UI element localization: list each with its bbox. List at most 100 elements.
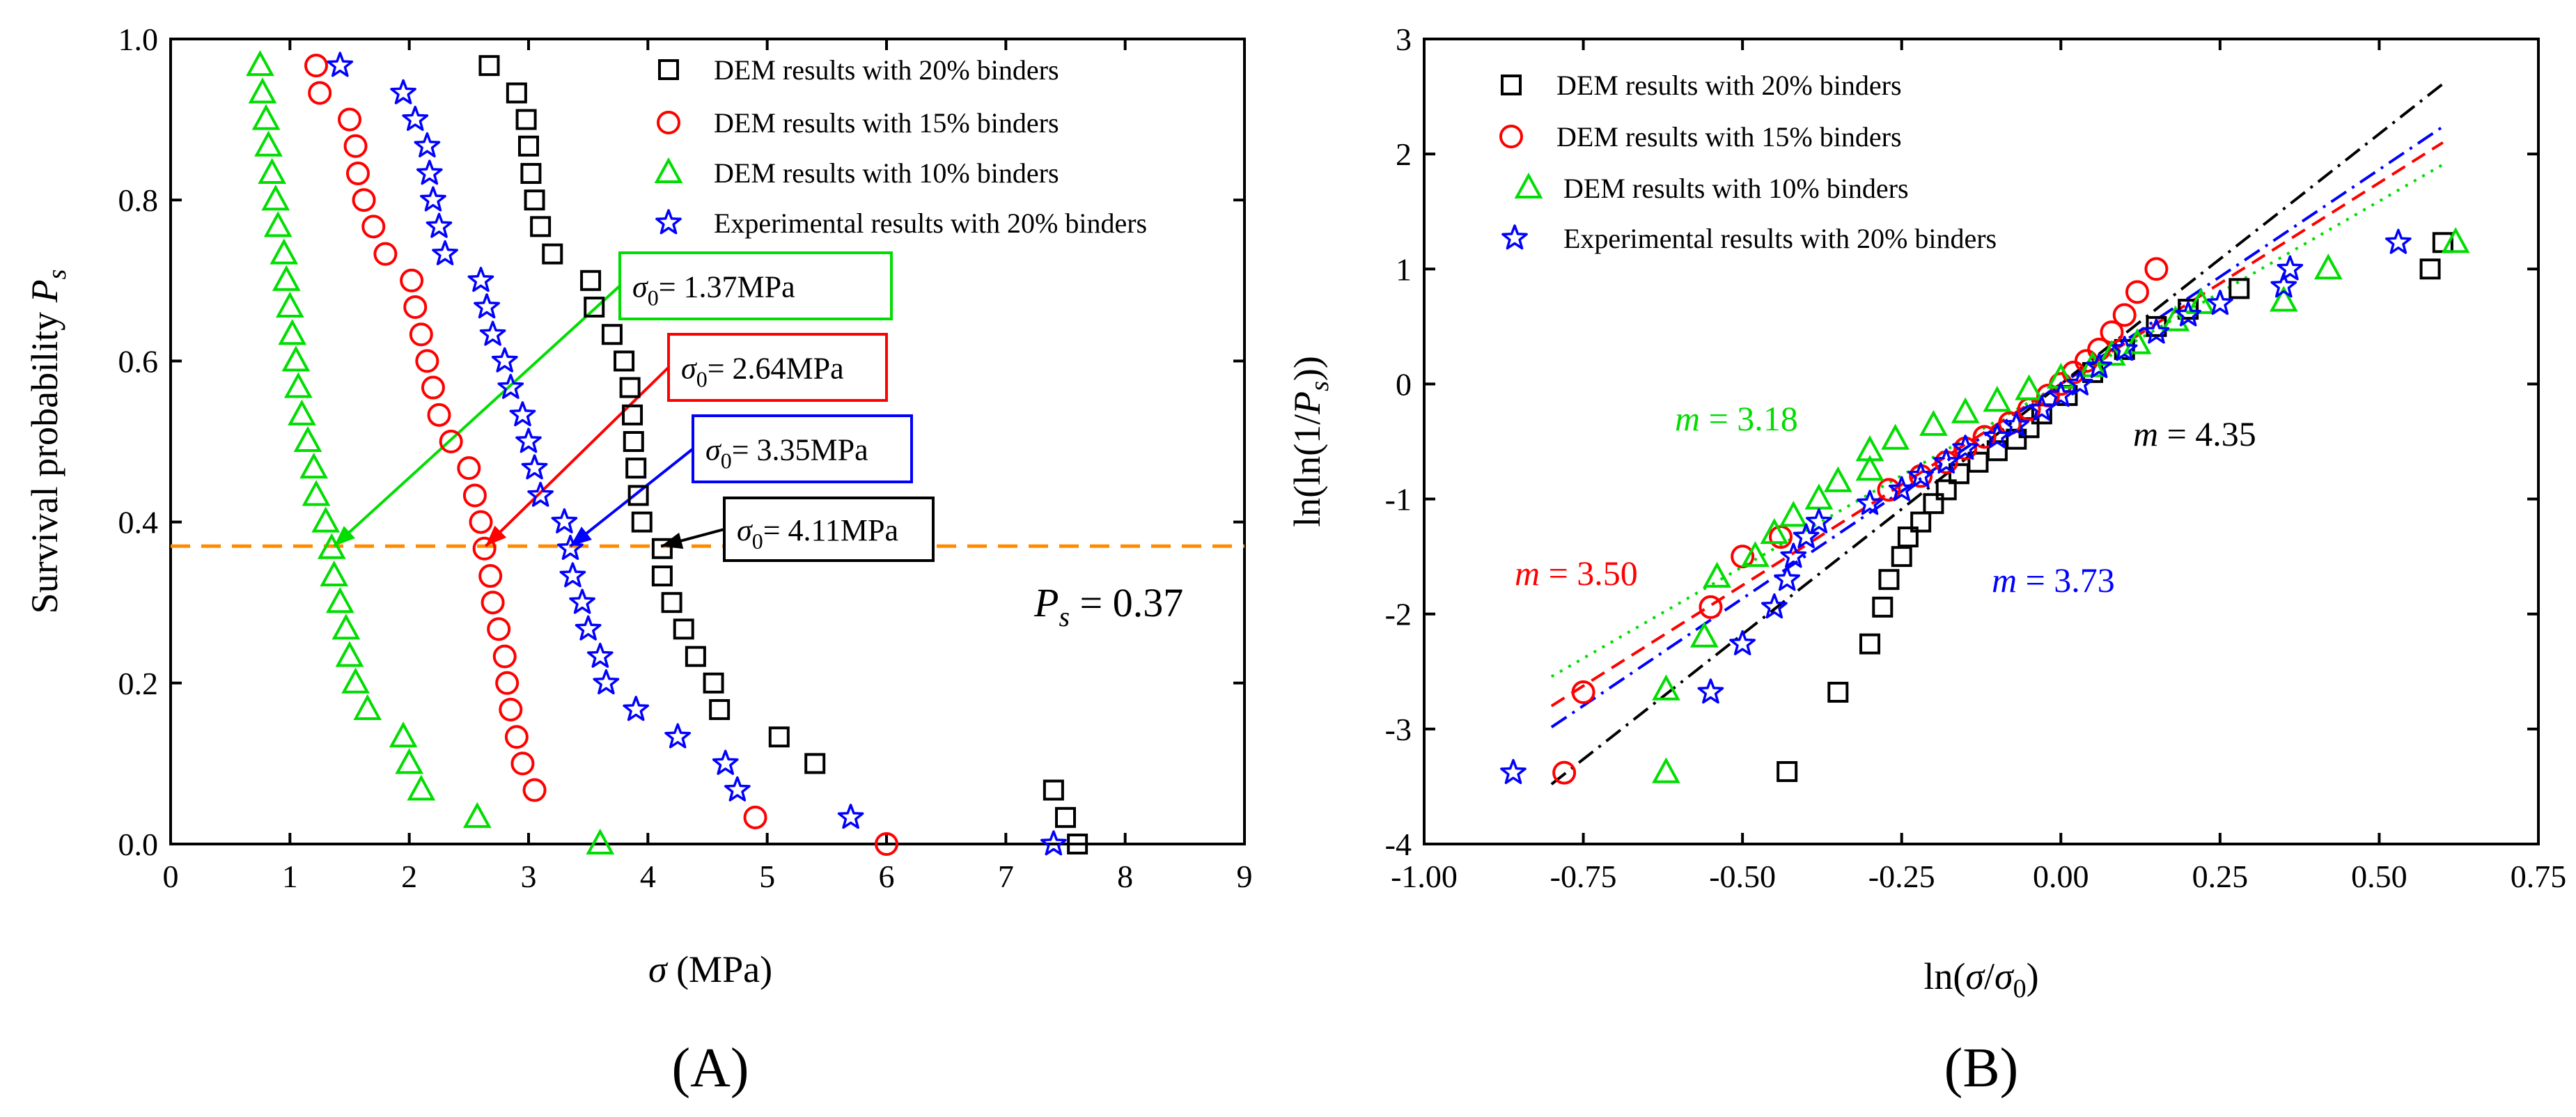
legend-b-dem15-label: DEM results with 15% binders [1556, 121, 1902, 153]
data-point-circle [308, 81, 332, 105]
data-point-star [1697, 678, 1724, 704]
data-point-star [432, 240, 458, 265]
x-tick-label: 0.75 [2511, 859, 2567, 894]
y-tick-label: 1 [1396, 251, 1412, 287]
data-point-square [651, 565, 673, 587]
data-point-circle [457, 456, 481, 481]
data-point-circle [400, 268, 424, 292]
data-point-star [724, 776, 751, 802]
panel-b-x-axis-title: ln(σ/σ0) [1923, 955, 2038, 1003]
data-point-circle [338, 107, 361, 132]
data-point-star [2270, 272, 2297, 298]
data-point-star [1907, 462, 1935, 487]
data-point-square [1777, 760, 1798, 782]
data-point-star [2206, 290, 2233, 315]
data-point-triangle [1779, 501, 1808, 527]
data-point-circle [304, 54, 329, 78]
data-point-triangle [1689, 621, 1719, 648]
data-point-square [614, 350, 635, 372]
legend-a-dem15-label: DEM results with 15% binders [714, 107, 1059, 139]
data-point-triangle [335, 641, 364, 667]
data-point-triangle [325, 587, 354, 614]
legend-b-exp20-label: Experimental results with 20% binders [1563, 223, 1997, 254]
panel-a-plot-frame [169, 38, 1246, 845]
data-point-triangle [1855, 435, 1884, 462]
legend-b-dem20-label: DEM results with 20% binders [1556, 70, 1902, 101]
y-tick-label: -2 [1385, 597, 1412, 632]
data-point-star [551, 508, 578, 533]
y-tick-label: 2 [1396, 136, 1412, 172]
data-point-star [491, 347, 518, 373]
panel-a-annotations: σ0= 1.37MPa σ0= 2.64MPa σ0= 3.35MPa σ0= 4.1… [618, 251, 935, 562]
data-point-star [416, 159, 443, 185]
data-point-star [1040, 830, 1067, 856]
panel-b-series [1500, 227, 2470, 785]
data-point-triangle [1703, 561, 1731, 588]
annotation-box [618, 251, 893, 320]
data-point-triangle [341, 667, 370, 694]
series-circle [1552, 257, 2169, 785]
data-point-star [402, 105, 429, 131]
panel-a-x-axis-title: σ (MPa) [648, 948, 772, 990]
y-tick-label: 0.0 [118, 827, 159, 862]
data-point-circle [427, 403, 451, 427]
data-point-triangle [278, 319, 307, 345]
panel-a-annotation-arrows [333, 285, 725, 549]
x-tick-label: 0 [163, 859, 179, 894]
series-star [1500, 228, 2412, 784]
data-point-square [2178, 299, 2199, 320]
legend-a-dem10-label: DEM results with 10% binders [714, 157, 1059, 189]
data-point-triangle [1652, 757, 1680, 783]
data-point-star [2047, 382, 2075, 407]
data-point-circle [743, 805, 767, 829]
legend-a-dem15: DEM results with 15% binders [657, 107, 1059, 139]
data-point-circle [875, 832, 898, 856]
data-point-triangle [275, 291, 304, 318]
data-point-triangle [2187, 288, 2215, 314]
x-tick-label: -1.00 [1391, 859, 1458, 894]
data-point-circle [2125, 280, 2149, 304]
data-point-square [1067, 834, 1088, 854]
data-point-star [664, 723, 692, 749]
y-tick-label: 0.6 [118, 343, 159, 379]
data-point-star [1793, 523, 1820, 549]
data-point-circle [472, 536, 497, 561]
data-point-square [1897, 526, 1919, 548]
legend-b-dem20: DEM results with 20% binders [1501, 70, 1902, 101]
data-point-square [768, 726, 790, 748]
legend-marker-square [658, 59, 679, 80]
data-point-circle [487, 617, 511, 641]
data-point-triangle [331, 614, 361, 640]
data-point-triangle [1823, 466, 1852, 492]
data-point-star [390, 79, 416, 104]
data-point-star [557, 534, 584, 561]
data-point-star [521, 454, 548, 480]
data-point-star [1888, 476, 1915, 501]
data-point-circle [345, 162, 370, 186]
data-point-star [420, 186, 446, 212]
data-point-triangle [1855, 455, 1884, 481]
data-point-star [559, 562, 586, 588]
data-point-star [1774, 565, 1801, 591]
data-point-triangle [1951, 397, 1980, 423]
data-point-triangle [311, 506, 341, 533]
data-point-triangle [1919, 409, 1948, 436]
data-point-circle [1571, 680, 1595, 705]
panel-a-chart: 0 1 2 3 4 5 6 7 8 9 0.0 0.2 0.4 0.6 0.8 1.0 σ0= 1.37MPa… [24, 22, 1253, 1099]
data-point-triangle [317, 533, 346, 559]
data-point-triangle [288, 399, 316, 425]
data-point-star [2066, 370, 2093, 396]
data-point-star [712, 749, 739, 775]
data-point-triangle [272, 265, 301, 291]
series-star [327, 52, 1067, 856]
x-tick-label: 0.25 [2192, 859, 2249, 894]
y-tick-label: 0 [1396, 366, 1412, 402]
data-point-star [837, 804, 864, 829]
y-tick-label: -3 [1385, 712, 1412, 747]
data-point-triangle [1881, 423, 1910, 450]
legend-a-dem10: DEM results with 10% binders [654, 157, 1059, 189]
data-point-circle [2144, 257, 2169, 281]
data-point-circle [504, 725, 529, 749]
annotation-box [692, 414, 913, 483]
data-point-square [1878, 569, 1900, 591]
